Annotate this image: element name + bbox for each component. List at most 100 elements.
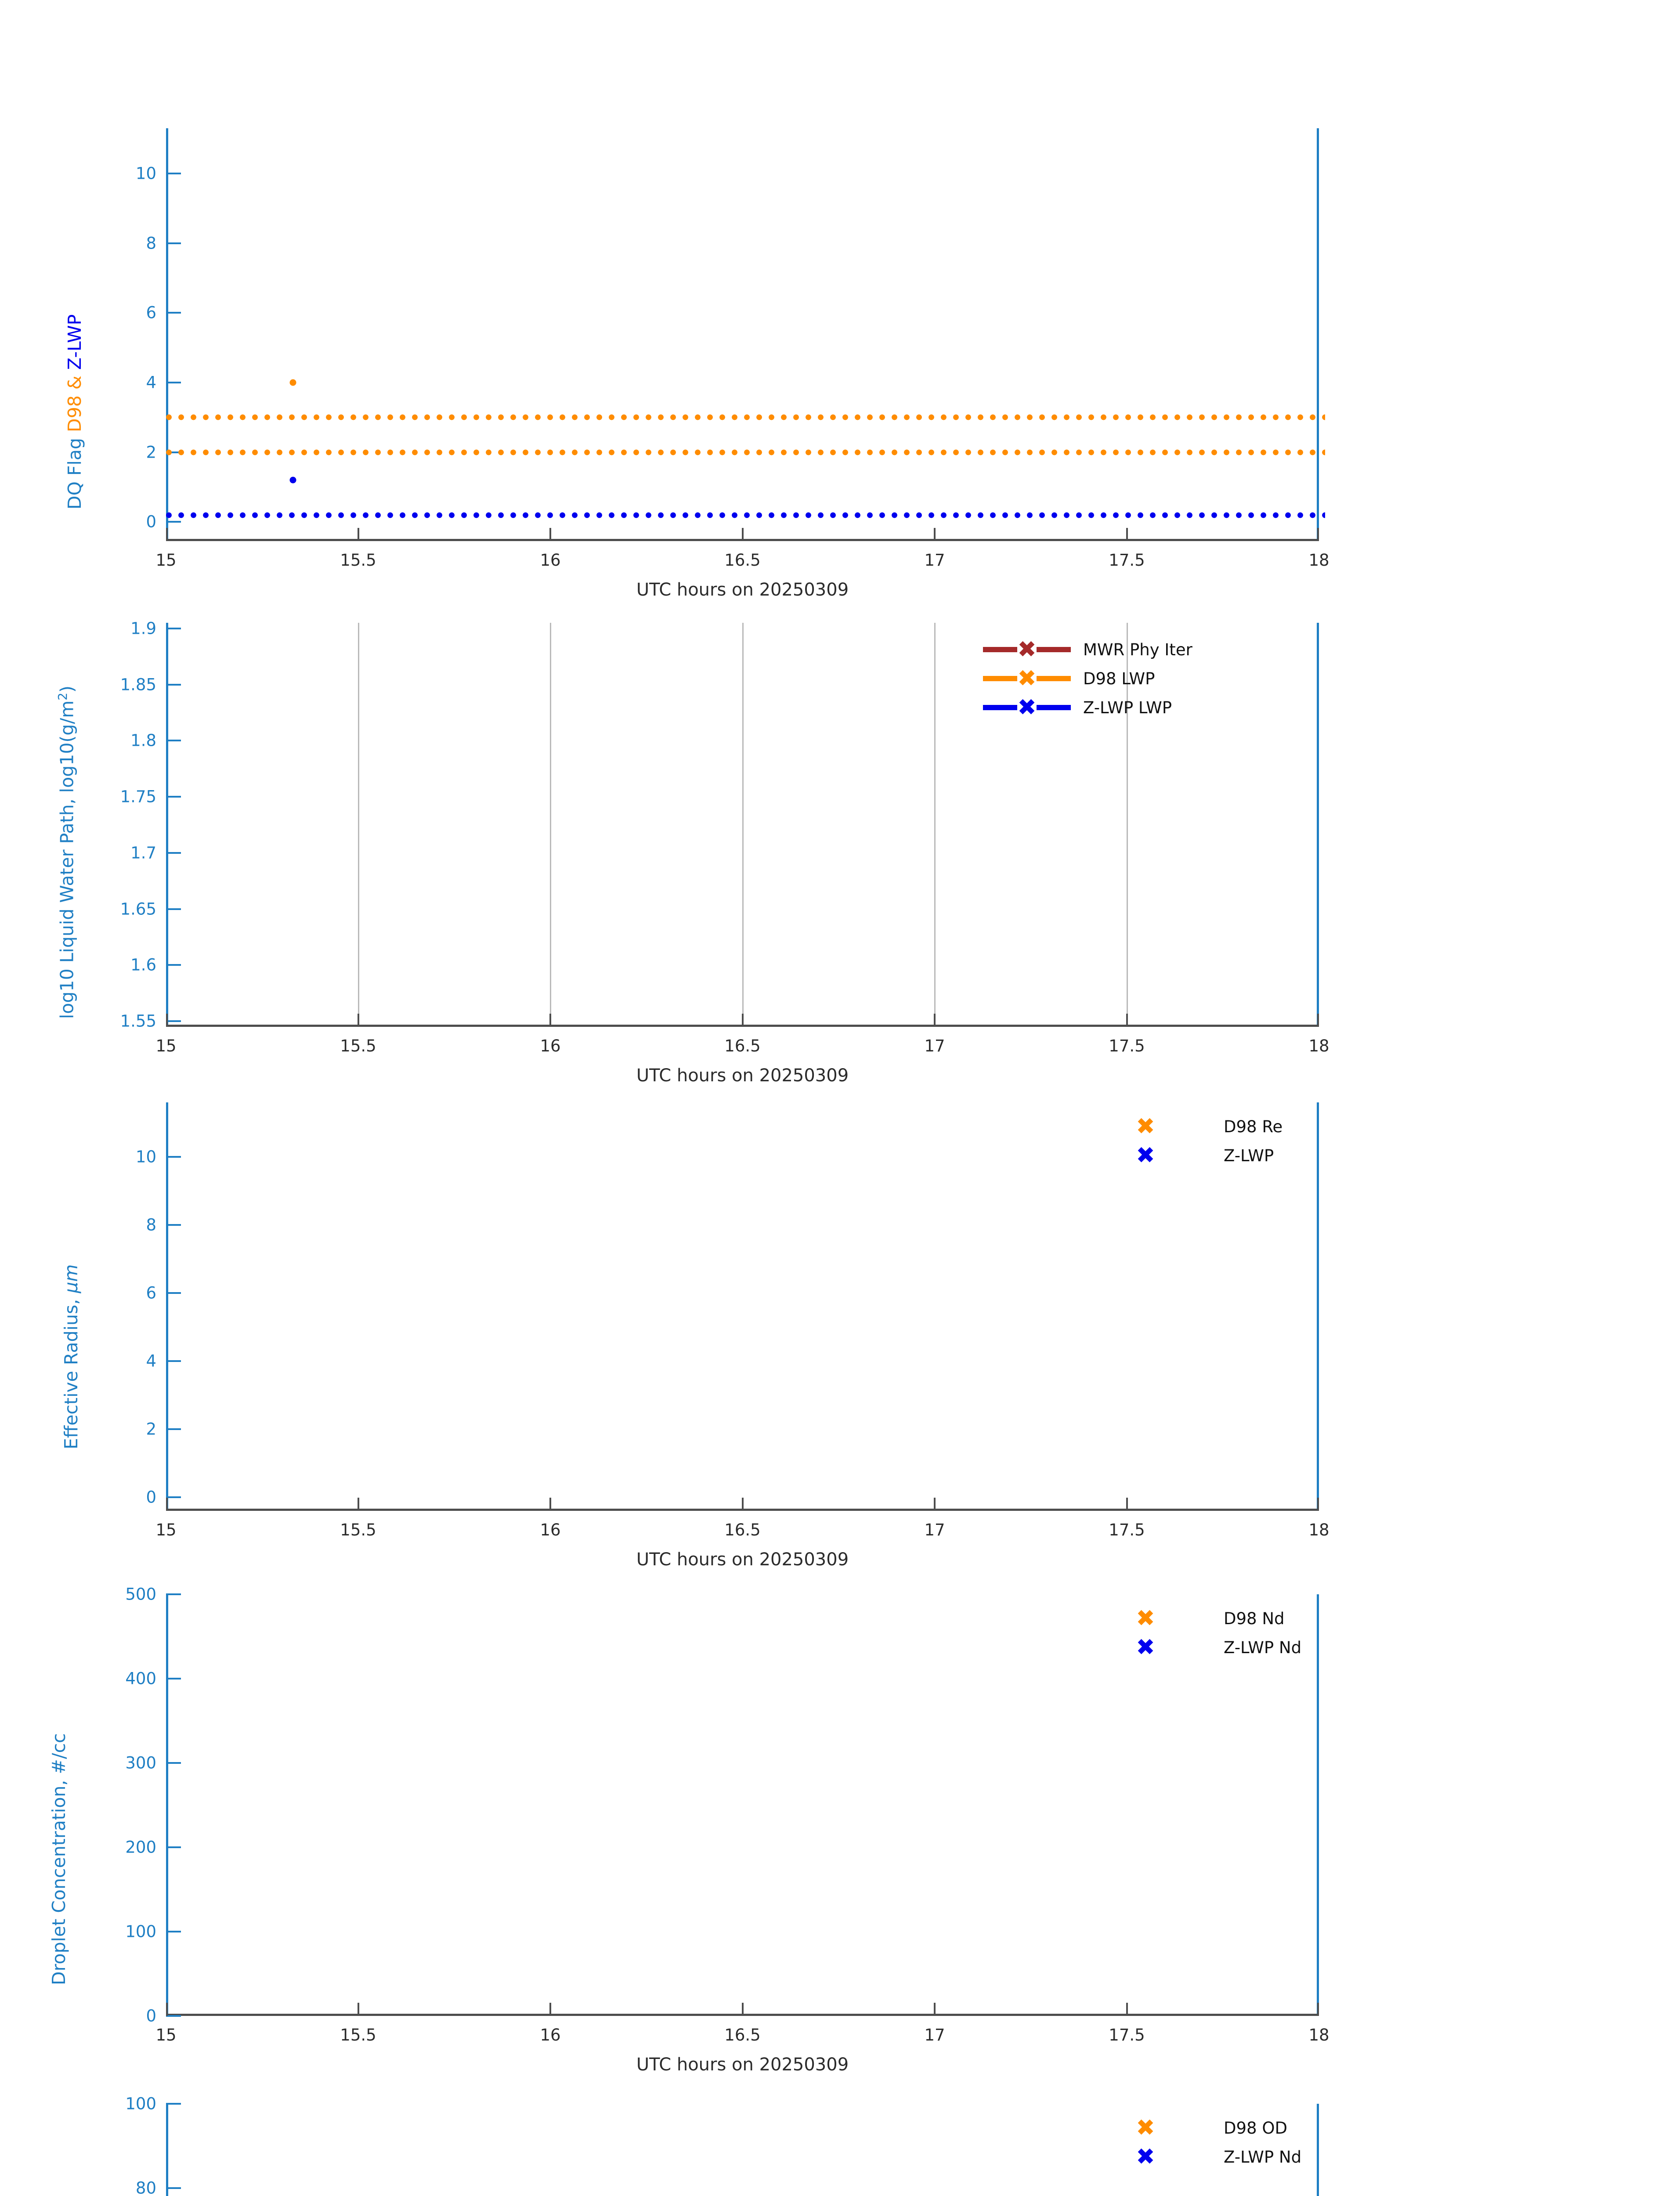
- y-tick-label: 1.75: [120, 787, 156, 806]
- legend-marker-x-icon: ✖: [1017, 665, 1037, 692]
- y-tick-label: 500: [125, 1585, 156, 1604]
- x-tick-label: 17: [924, 1037, 945, 1055]
- x-tick-label: 16: [540, 1037, 561, 1055]
- x-tick-mark: [166, 2003, 168, 2016]
- legend-item[interactable]: ✖ Z-LWP Nd: [1124, 1633, 1301, 1662]
- legend-item[interactable]: ✖ Z-LWP Nd: [1124, 2142, 1301, 2171]
- y-tick-mark: [166, 1224, 181, 1226]
- x-tick-mark: [166, 1014, 168, 1027]
- grid-line-vertical: [742, 623, 744, 1027]
- x-tick-mark: [741, 1014, 744, 1027]
- legend-swatch: ✖: [1124, 1115, 1211, 1138]
- legend-swatch: ✖: [1124, 1142, 1211, 1169]
- y-tick-mark: [166, 2103, 181, 2105]
- y-tick-label: 10: [135, 1147, 156, 1167]
- y-tick-label: 2: [146, 1419, 156, 1439]
- x-tick-label: 16.5: [724, 551, 761, 570]
- axis-spine-right: [1317, 1102, 1319, 1511]
- y-tick-label: 8: [146, 234, 156, 253]
- x-tick-mark: [166, 528, 168, 541]
- y-tick-label: 100: [125, 2094, 156, 2113]
- legend-marker-x-icon: ✖: [1017, 636, 1037, 663]
- legend-item[interactable]: ✖ D98 Nd: [1124, 1604, 1301, 1633]
- x-tick-label: 15.5: [340, 551, 376, 570]
- axis-spine-left: [166, 2104, 168, 2196]
- x-tick-label: 16: [540, 551, 561, 570]
- plot-area-droplet-concentration: 0 100 200 300 400 500 15 15.5 16 16.5 17 17.5 18: [125, 1585, 1329, 2045]
- legend-item[interactable]: ✖ D98 OD: [1124, 2113, 1301, 2142]
- x-tick-mark: [934, 1014, 936, 1027]
- legend-item[interactable]: ✖ MWR Phy Iter: [983, 635, 1192, 664]
- y-tick-mark: [166, 1593, 181, 1595]
- y-tick-mark: [166, 1292, 181, 1294]
- y-tick-label: 1.9: [130, 619, 156, 638]
- legend-item[interactable]: ✖ D98 Re: [1124, 1112, 1283, 1141]
- y-tick-label: 10: [135, 164, 156, 183]
- y-tick-label: 8: [146, 1215, 156, 1235]
- x-tick-mark: [1317, 2003, 1319, 2016]
- y-tick-mark: [166, 2187, 181, 2189]
- x-tick-label: 16.5: [724, 1521, 761, 1539]
- legend-marker-x-icon: ✖: [1136, 1634, 1155, 1661]
- legend-marker-x-icon: ✖: [1136, 2115, 1155, 2141]
- legend-swatch: ✖: [1124, 2145, 1211, 2168]
- y-axis-title-effective-radius: Effective Radius, μm: [61, 1264, 82, 1449]
- dotted-series-z-lwp-dq-flag: [166, 512, 1325, 518]
- y-tick-mark: [166, 964, 181, 966]
- x-tick-label: 15.5: [340, 1521, 376, 1539]
- y-tick-mark: [166, 1156, 181, 1158]
- axis-spine-right: [1317, 1594, 1319, 2016]
- grid-line-vertical: [358, 623, 359, 1027]
- legend-label: Z-LWP LWP: [1083, 698, 1172, 717]
- axis-spine-left: [166, 1594, 168, 2016]
- plot-area-dq-flag: 0 2 4 6 8 10 15 15.5 16 16.5 17 17.5 18: [136, 128, 1330, 570]
- legend-line-segment: [1037, 676, 1071, 681]
- x-tick-mark: [357, 2003, 359, 2016]
- grid-line-vertical: [934, 623, 936, 1027]
- legend-marker-x-icon: ✖: [1136, 1142, 1155, 1169]
- y-tick-label: 6: [146, 1283, 156, 1303]
- y-tick-mark: [166, 796, 181, 798]
- y-tick-label: 80: [135, 2178, 156, 2196]
- legend-line-segment: [983, 676, 1017, 681]
- x-tick-mark: [357, 1498, 359, 1511]
- y-tick-label: 0: [146, 1488, 156, 1507]
- y-tick-mark: [166, 852, 181, 854]
- y-tick-label: 1.65: [120, 899, 156, 919]
- y-tick-label: 4: [146, 373, 156, 392]
- x-tick-mark: [549, 528, 551, 541]
- grid-line-vertical: [1126, 623, 1128, 1027]
- y-tick-label: 0: [146, 512, 156, 531]
- legend-item[interactable]: ✖ Z-LWP: [1124, 1141, 1283, 1170]
- legend-label: D98 OD: [1224, 2118, 1287, 2138]
- axis-spine-left: [166, 623, 168, 1027]
- x-tick-label: 15: [155, 551, 177, 570]
- legend-droplet-concentration: ✖ D98 Nd ✖ Z-LWP Nd: [1124, 1604, 1301, 1662]
- y-tick-mark: [166, 521, 181, 523]
- x-tick-label: 17: [924, 2026, 945, 2044]
- y-tick-mark: [166, 1762, 181, 1764]
- y-axis-title-lwp: log10 Liquid Water Path, log10(g/m2): [55, 686, 78, 1019]
- x-axis-title-lwp: UTC hours on 20250309: [636, 1065, 849, 1086]
- y-tick-label: 1.8: [130, 731, 156, 750]
- x-tick-mark: [934, 2003, 936, 2016]
- legend-item[interactable]: ✖ D98 LWP: [983, 664, 1192, 693]
- y-tick-label: 6: [146, 303, 156, 322]
- x-axis-title-dq-flag: UTC hours on 20250309: [636, 580, 849, 600]
- y-tick-mark: [166, 627, 181, 629]
- y-axis-title-segment: Z-LWP: [64, 314, 85, 370]
- x-tick-label: 17.5: [1109, 2026, 1145, 2044]
- y-tick-mark: [166, 1931, 181, 1932]
- x-tick-mark: [1317, 1014, 1319, 1027]
- legend-item[interactable]: ✖ Z-LWP LWP: [983, 693, 1192, 722]
- y-tick-mark: [166, 1496, 181, 1498]
- legend-swatch: ✖: [983, 665, 1071, 692]
- x-tick-label: 17.5: [1109, 551, 1145, 570]
- x-tick-mark: [934, 1498, 936, 1511]
- legend-label: Z-LWP Nd: [1224, 2147, 1302, 2167]
- legend-label: Z-LWP: [1224, 1146, 1274, 1165]
- y-tick-label: 2: [146, 443, 156, 462]
- y-tick-mark: [166, 1360, 181, 1362]
